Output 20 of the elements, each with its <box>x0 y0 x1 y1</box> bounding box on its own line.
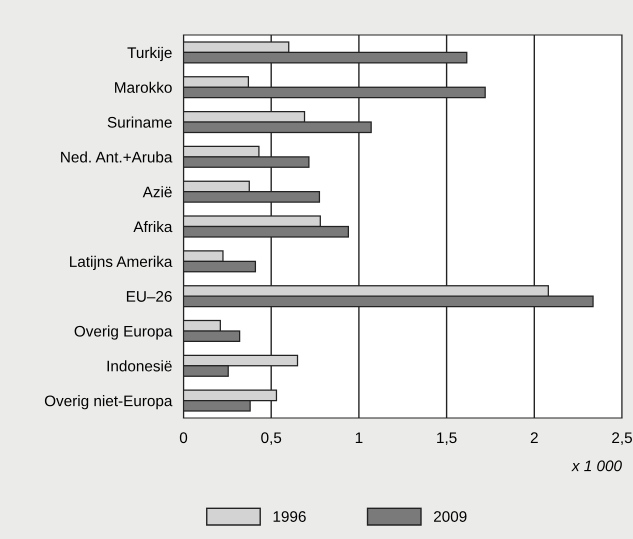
x-tick-label: 0,5 <box>261 432 282 445</box>
y-tick-label: Marokko <box>115 82 172 93</box>
x-tick-label: 1,5 <box>437 432 457 445</box>
y-tick-label: Afrika <box>133 220 172 232</box>
x-tick-label: 1 <box>356 432 362 443</box>
y-tick-label: Azië <box>142 186 172 198</box>
x-axis-title: x 1 000 <box>571 460 622 472</box>
x-tick-label: 2 <box>530 432 538 443</box>
y-tick-label: Suriname <box>108 116 172 128</box>
y-tick-label: Turkije <box>127 46 172 62</box>
legend-label: 2009 <box>434 511 466 522</box>
x-tick-label: 2,5 <box>612 432 632 445</box>
x-tick-label: 0 <box>180 432 188 444</box>
y-tick-label: Overig Europa <box>74 325 172 340</box>
y-tick-label: Latijns Amerika <box>70 256 172 270</box>
y-tick-label: Overig niet-Europa <box>44 395 172 410</box>
y-tick-label: Ned. Ant.+Aruba <box>61 151 172 163</box>
y-tick-label: EU–26 <box>126 291 172 302</box>
y-tick-label: Indonesië <box>108 360 172 372</box>
legend-label: 1996 <box>274 511 306 522</box>
